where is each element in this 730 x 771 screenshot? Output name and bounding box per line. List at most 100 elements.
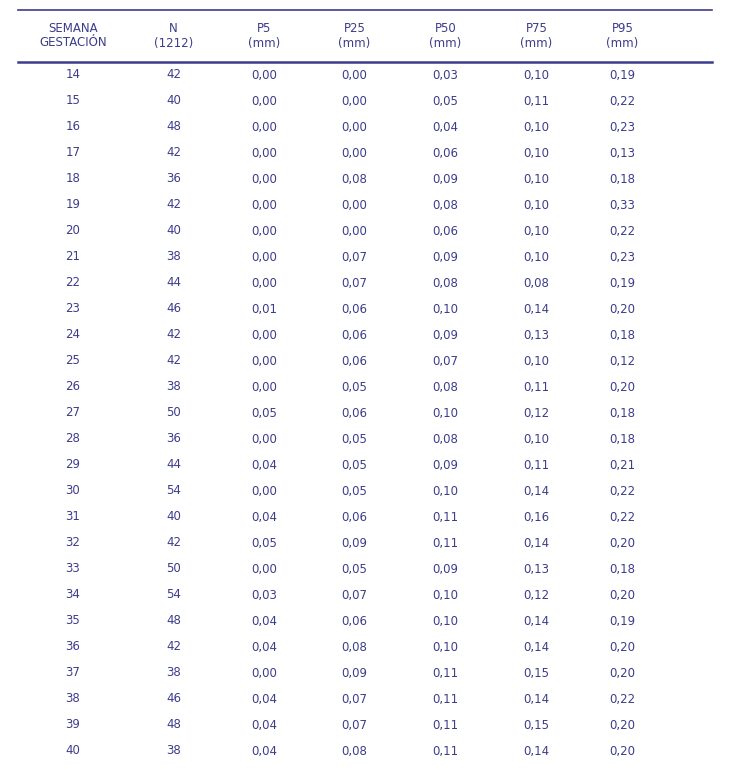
- Text: 0,00: 0,00: [251, 173, 277, 186]
- Text: 0,08: 0,08: [342, 173, 367, 186]
- Text: 0,10: 0,10: [432, 406, 458, 419]
- Text: 0,04: 0,04: [251, 459, 277, 472]
- Text: 48: 48: [166, 719, 181, 732]
- Text: 42: 42: [166, 537, 181, 550]
- Text: 0,14: 0,14: [523, 641, 550, 654]
- Text: 0,22: 0,22: [610, 484, 636, 497]
- Text: 0,06: 0,06: [342, 328, 368, 342]
- Text: 0,01: 0,01: [251, 302, 277, 315]
- Text: 0,10: 0,10: [523, 433, 550, 446]
- Text: 0,00: 0,00: [251, 484, 277, 497]
- Text: 0,08: 0,08: [433, 277, 458, 289]
- Text: 0,10: 0,10: [432, 641, 458, 654]
- Text: 0,10: 0,10: [523, 173, 550, 186]
- Text: 0,08: 0,08: [342, 641, 367, 654]
- Text: 0,06: 0,06: [432, 146, 458, 160]
- Text: 44: 44: [166, 459, 181, 472]
- Text: 20: 20: [66, 224, 80, 237]
- Text: 39: 39: [66, 719, 80, 732]
- Text: 0,09: 0,09: [432, 251, 458, 264]
- Text: 16: 16: [65, 120, 80, 133]
- Text: 0,20: 0,20: [610, 302, 636, 315]
- Text: SEMANA: SEMANA: [48, 22, 98, 35]
- Text: 0,20: 0,20: [610, 745, 636, 757]
- Text: 0,20: 0,20: [610, 719, 636, 732]
- Text: 0,33: 0,33: [610, 198, 635, 211]
- Text: 0,04: 0,04: [251, 510, 277, 524]
- Text: 35: 35: [66, 614, 80, 628]
- Text: 0,13: 0,13: [523, 563, 550, 575]
- Text: 0,20: 0,20: [610, 381, 636, 393]
- Text: 36: 36: [166, 173, 181, 186]
- Text: 0,14: 0,14: [523, 537, 550, 550]
- Text: 38: 38: [66, 692, 80, 705]
- Text: 48: 48: [166, 120, 181, 133]
- Text: 24: 24: [65, 328, 80, 342]
- Text: 0,19: 0,19: [610, 614, 636, 628]
- Text: 0,00: 0,00: [251, 120, 277, 133]
- Text: 0,10: 0,10: [523, 69, 550, 82]
- Text: 22: 22: [65, 277, 80, 289]
- Text: 0,07: 0,07: [342, 588, 368, 601]
- Text: GESTACIÓN: GESTACIÓN: [39, 36, 107, 49]
- Text: 0,06: 0,06: [342, 614, 368, 628]
- Text: 0,03: 0,03: [433, 69, 458, 82]
- Text: 0,00: 0,00: [342, 95, 367, 107]
- Text: 0,18: 0,18: [610, 173, 636, 186]
- Text: 0,22: 0,22: [610, 692, 636, 705]
- Text: 0,13: 0,13: [523, 328, 550, 342]
- Text: P95: P95: [612, 22, 634, 35]
- Text: 0,04: 0,04: [251, 641, 277, 654]
- Text: 0,08: 0,08: [433, 381, 458, 393]
- Text: 42: 42: [166, 355, 181, 368]
- Text: 0,10: 0,10: [432, 484, 458, 497]
- Text: 42: 42: [166, 198, 181, 211]
- Text: P5: P5: [257, 22, 272, 35]
- Text: 0,09: 0,09: [342, 537, 368, 550]
- Text: 0,12: 0,12: [523, 588, 550, 601]
- Text: 30: 30: [66, 484, 80, 497]
- Text: 40: 40: [166, 510, 181, 524]
- Text: 0,22: 0,22: [610, 224, 636, 237]
- Text: 0,11: 0,11: [432, 692, 458, 705]
- Text: 0,10: 0,10: [432, 302, 458, 315]
- Text: 0,11: 0,11: [432, 719, 458, 732]
- Text: 0,04: 0,04: [251, 719, 277, 732]
- Text: 0,05: 0,05: [342, 563, 367, 575]
- Text: 0,14: 0,14: [523, 692, 550, 705]
- Text: 0,00: 0,00: [342, 198, 367, 211]
- Text: 0,00: 0,00: [251, 355, 277, 368]
- Text: (mm): (mm): [520, 36, 553, 49]
- Text: 0,18: 0,18: [610, 433, 636, 446]
- Text: 38: 38: [166, 745, 181, 757]
- Text: 0,04: 0,04: [251, 692, 277, 705]
- Text: 0,18: 0,18: [610, 563, 636, 575]
- Text: 21: 21: [65, 251, 80, 264]
- Text: 0,21: 0,21: [610, 459, 636, 472]
- Text: 54: 54: [166, 484, 181, 497]
- Text: P75: P75: [526, 22, 548, 35]
- Text: 0,12: 0,12: [523, 406, 550, 419]
- Text: 42: 42: [166, 69, 181, 82]
- Text: 0,00: 0,00: [251, 251, 277, 264]
- Text: 0,00: 0,00: [342, 120, 367, 133]
- Text: 0,11: 0,11: [432, 537, 458, 550]
- Text: 0,07: 0,07: [342, 692, 368, 705]
- Text: 0,16: 0,16: [523, 510, 550, 524]
- Text: 40: 40: [66, 745, 80, 757]
- Text: 0,10: 0,10: [432, 588, 458, 601]
- Text: 0,08: 0,08: [433, 433, 458, 446]
- Text: 0,00: 0,00: [342, 146, 367, 160]
- Text: 54: 54: [166, 588, 181, 601]
- Text: 38: 38: [166, 251, 181, 264]
- Text: 0,14: 0,14: [523, 484, 550, 497]
- Text: 0,00: 0,00: [251, 95, 277, 107]
- Text: 0,04: 0,04: [432, 120, 458, 133]
- Text: 0,14: 0,14: [523, 302, 550, 315]
- Text: 0,10: 0,10: [523, 146, 550, 160]
- Text: 50: 50: [166, 563, 181, 575]
- Text: 0,00: 0,00: [251, 146, 277, 160]
- Text: 0,06: 0,06: [342, 302, 368, 315]
- Text: 0,22: 0,22: [610, 510, 636, 524]
- Text: 0,09: 0,09: [432, 459, 458, 472]
